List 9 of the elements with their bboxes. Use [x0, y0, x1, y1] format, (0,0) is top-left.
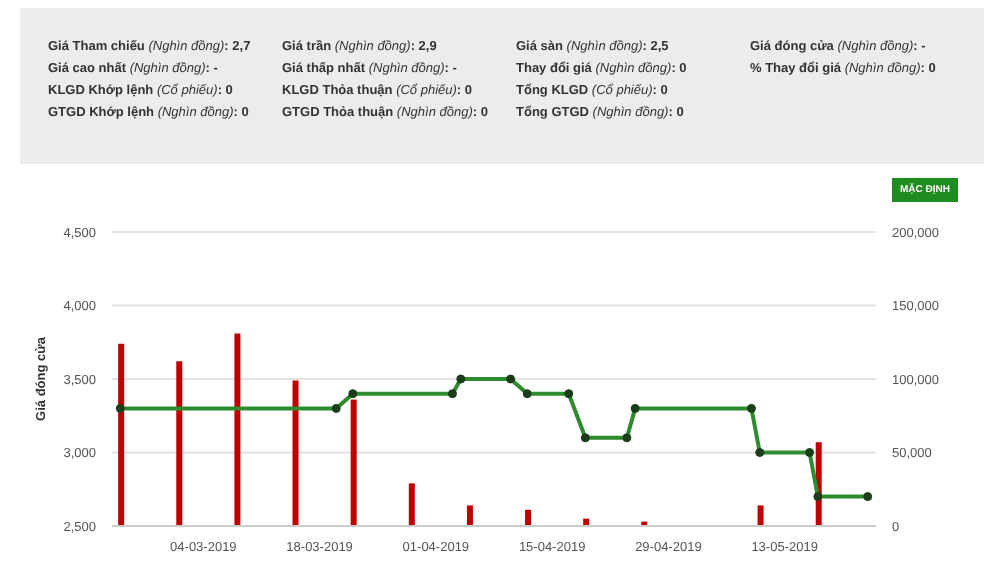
bar	[350, 399, 357, 526]
bar	[234, 333, 241, 526]
bar	[757, 505, 764, 526]
bar	[466, 505, 473, 526]
bar	[118, 343, 125, 526]
bar	[525, 509, 532, 526]
bar	[176, 361, 183, 526]
bar	[408, 483, 415, 526]
bar	[292, 380, 299, 526]
